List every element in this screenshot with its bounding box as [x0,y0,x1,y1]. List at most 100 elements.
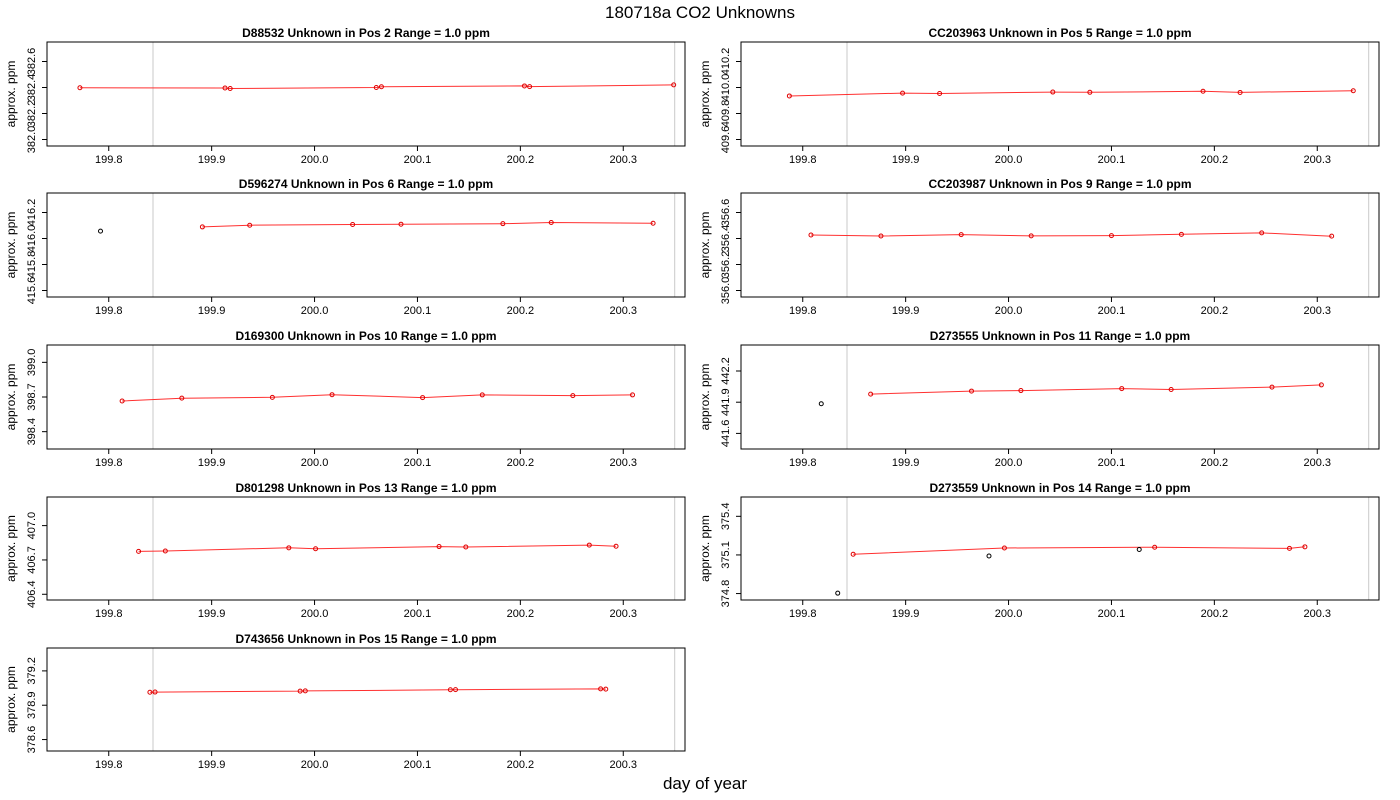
y-axis-label: approx. ppm [698,515,712,582]
series-line [149,688,606,693]
data-point [227,86,233,92]
y-tick-label: 441.6 [720,420,732,448]
data-point [1302,544,1308,550]
data-point [269,394,275,400]
x-tick-label: 199.8 [95,154,123,166]
x-tick-label: 200.2 [1201,305,1229,317]
data-point [147,689,153,695]
data-point [630,392,636,398]
x-tick-label: 200.0 [301,608,329,620]
x-tick-label: 200.3 [1303,154,1331,166]
data-point [1001,545,1007,551]
y-tick-label: 356.4 [720,225,732,253]
x-tick-label: 200.1 [404,759,432,771]
panel-1: D88532 Unknown in Pos 2 Range = 1.0 ppm 1… [4,26,686,166]
data-point [1329,233,1335,239]
y-tick-label: 398.7 [26,383,38,411]
x-tick-label: 199.8 [95,457,123,469]
series-line [810,232,1332,237]
x-tick-label: 200.1 [404,154,432,166]
data-point [398,221,404,227]
data-point [603,686,609,692]
data-point [1119,386,1125,392]
data-point [500,221,506,227]
x-tick-label: 200.1 [404,608,432,620]
x-tick-label: 200.2 [507,759,535,771]
panel-frame [740,344,1380,450]
data-point [1028,233,1034,239]
y-axis-label: approx. ppm [4,61,18,128]
x-tick-label: 199.8 [95,608,123,620]
panel-title: D801298 Unknown in Pos 13 Range = 1.0 pp… [235,481,496,495]
x-tick-label: 199.8 [789,457,817,469]
x-tick-label: 199.9 [892,305,920,317]
series-line [853,546,1305,555]
data-point [152,689,158,695]
x-tick-label: 200.3 [609,305,637,317]
data-point [1286,545,1292,551]
x-tick-label: 200.1 [404,305,432,317]
data-point [1200,88,1206,94]
panel-8: D273559 Unknown in Pos 14 Range = 1.0 pp… [698,481,1380,620]
y-tick-label: 410.2 [720,48,732,76]
y-tick-label: 374.8 [720,580,732,608]
series-line [122,394,633,402]
panel-frame [46,192,686,298]
y-tick-label: 382.4 [26,74,38,102]
data-point [286,545,292,551]
panel-5: D169300 Unknown in Pos 10 Range = 1.0 pp… [4,329,686,469]
y-tick-label: 398.4 [26,418,38,446]
data-point [527,84,533,90]
panel-title: D596274 Unknown in Pos 6 Range = 1.0 ppm [239,177,493,191]
panel-frame [46,647,686,752]
data-point [613,543,619,549]
y-tick-label: 406.4 [26,581,38,609]
panel-6: D273555 Unknown in Pos 11 Range = 1.0 pp… [698,329,1380,469]
data-point [937,90,943,96]
x-tick-label: 200.3 [1303,608,1331,620]
y-tick-label: 399.0 [26,349,38,377]
data-point [420,395,426,401]
y-tick-label: 409.6 [720,126,732,154]
x-tick-label: 200.0 [301,457,329,469]
outlier-point [986,553,992,559]
x-tick-label: 200.1 [1098,608,1126,620]
x-tick-label: 199.8 [95,305,123,317]
y-tick-label: 356.0 [720,277,732,305]
x-tick-label: 200.1 [1098,457,1126,469]
data-point [1168,387,1174,393]
data-point [671,82,677,88]
x-tick-label: 200.1 [1098,154,1126,166]
x-tick-label: 200.1 [1098,305,1126,317]
data-point [1018,388,1024,394]
x-tick-label: 200.0 [995,608,1023,620]
data-point [868,391,874,397]
data-point [1108,233,1114,239]
data-point [1050,89,1056,95]
series-line [79,84,674,90]
y-tick-label: 416.2 [26,199,38,227]
data-point [350,221,356,227]
panel-frame [46,344,686,450]
y-tick-label: 375.4 [720,503,732,531]
y-tick-label: 378.9 [26,691,38,719]
outlier-point [835,590,841,596]
data-point [521,83,527,89]
x-tick-label: 200.3 [1303,457,1331,469]
outlier-point [818,401,824,407]
series-line [202,221,654,228]
panel-frame [46,41,686,147]
x-tick-label: 200.2 [507,154,535,166]
panel-title: D169300 Unknown in Pos 10 Range = 1.0 pp… [235,329,496,343]
data-point [900,90,906,96]
series-line [138,544,617,552]
panel-frame [46,496,686,601]
y-tick-label: 375.1 [720,541,732,569]
panel-4: CC203987 Unknown in Pos 9 Range = 1.0 pp… [698,177,1380,317]
data-point [222,85,228,91]
panel-frame [740,41,1380,147]
x-tick-label: 199.8 [789,608,817,620]
y-tick-label: 379.2 [26,657,38,685]
data-point [162,548,168,554]
